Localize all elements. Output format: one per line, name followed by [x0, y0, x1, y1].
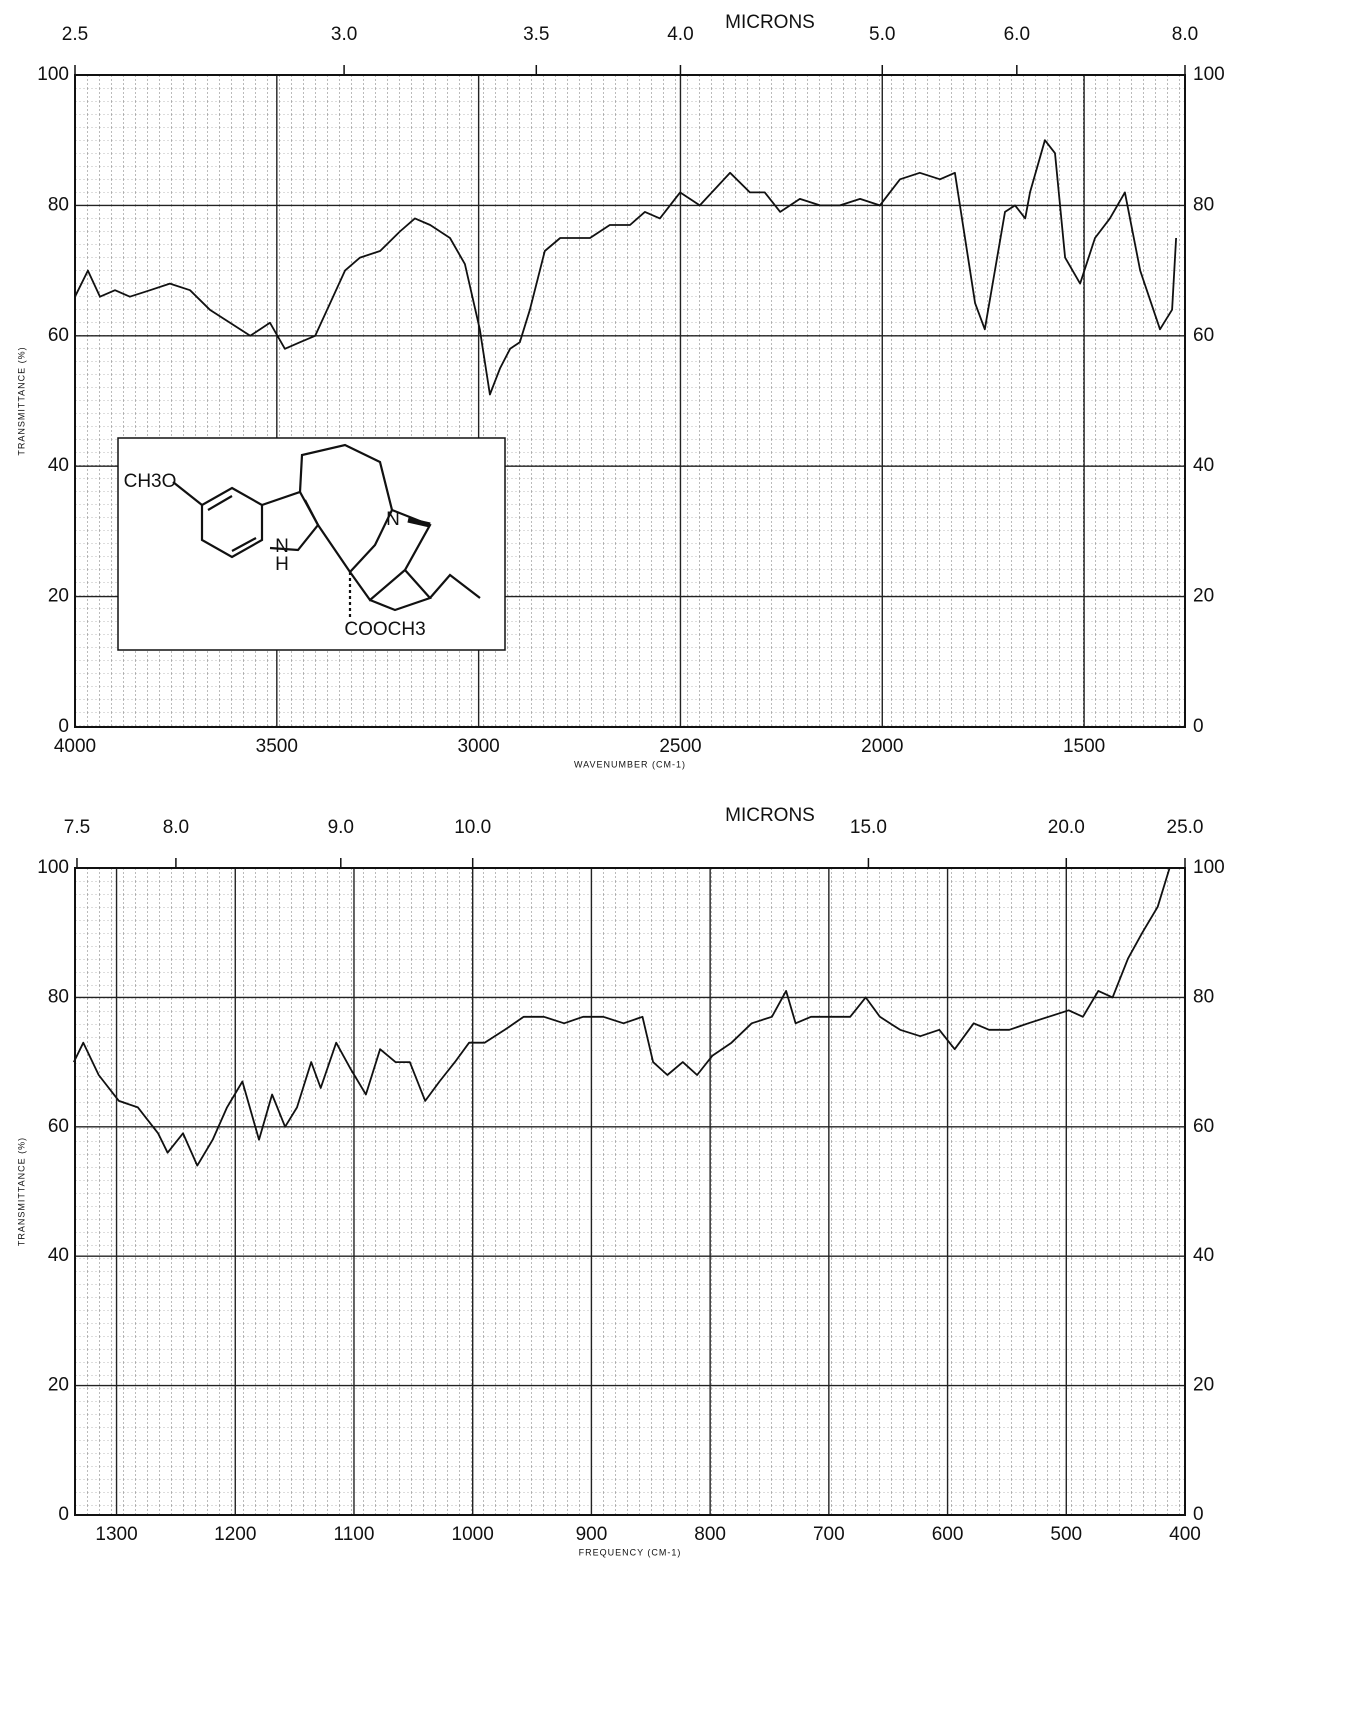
- y-tick-label-right: 40: [1193, 1245, 1214, 1266]
- y-tick-label: 60: [48, 1116, 69, 1137]
- micron-tick-label: 20.0: [1048, 817, 1085, 838]
- y-axis-title: TRANSMITTANCE (%): [16, 1137, 26, 1246]
- micron-tick-label: 8.0: [1172, 24, 1198, 45]
- x-tick-label: 800: [694, 1524, 726, 1545]
- y-tick-label-right: 20: [1193, 1375, 1214, 1396]
- x-axis-title: WAVENUMBER (CM-1): [574, 759, 686, 769]
- micron-tick-label: 9.0: [328, 817, 354, 838]
- micron-tick-label: 3.0: [331, 24, 357, 45]
- x-tick-label: 900: [576, 1524, 608, 1545]
- y-tick-label-right: 80: [1193, 194, 1214, 215]
- x-tick-label: 3500: [256, 736, 298, 757]
- micron-tick-label: 25.0: [1167, 817, 1204, 838]
- x-tick-label: 1500: [1063, 736, 1105, 757]
- x-tick-label: 600: [932, 1524, 964, 1545]
- y-axis-title: TRANSMITTANCE (%): [16, 346, 26, 455]
- structure-label: H: [275, 554, 289, 575]
- x-tick-label: 4000: [54, 736, 96, 757]
- x-tick-label: 2500: [659, 736, 701, 757]
- x-tick-label: 400: [1169, 1524, 1201, 1545]
- y-tick-label-right: 60: [1193, 1116, 1214, 1137]
- y-tick-label: 80: [48, 194, 69, 215]
- x2-axis-title: MICRONS: [725, 12, 815, 33]
- x-tick-label: 1000: [452, 1524, 494, 1545]
- y-tick-label: 100: [37, 64, 69, 85]
- y-tick-label: 60: [48, 325, 69, 346]
- micron-tick-label: 4.0: [667, 24, 693, 45]
- micron-tick-label: 2.5: [62, 24, 88, 45]
- y-tick-label-right: 60: [1193, 325, 1214, 346]
- micron-tick-label: 10.0: [454, 817, 491, 838]
- x2-axis-title: MICRONS: [725, 805, 815, 826]
- y-tick-label: 40: [48, 1245, 69, 1266]
- y-tick-label-right: 100: [1193, 64, 1225, 85]
- y-tick-label: 0: [58, 716, 69, 737]
- x-tick-label: 1200: [214, 1524, 256, 1545]
- y-tick-label-right: 40: [1193, 455, 1214, 476]
- micron-tick-label: 3.5: [523, 24, 549, 45]
- x-axis-title: FREQUENCY (CM-1): [579, 1547, 682, 1557]
- y-tick-label: 40: [48, 455, 69, 476]
- x-tick-label: 3000: [457, 736, 499, 757]
- y-tick-label-right: 80: [1193, 986, 1214, 1007]
- structure-label: N: [275, 536, 289, 557]
- x-tick-label: 500: [1050, 1524, 1082, 1545]
- micron-tick-label: 15.0: [850, 817, 887, 838]
- plot-frame: [74, 867, 1186, 1516]
- plot-frame: [74, 74, 1186, 728]
- inset-box: [117, 437, 506, 651]
- y-tick-label-right: 0: [1193, 1504, 1204, 1525]
- molecule: [172, 443, 481, 618]
- structure-label: CH3O: [124, 471, 177, 492]
- x-tick-label: 1100: [334, 1524, 375, 1545]
- y-tick-label-right: 0: [1193, 716, 1204, 737]
- y-tick-label: 80: [48, 986, 69, 1007]
- micron-tick-label: 7.5: [64, 817, 90, 838]
- structure-label: N: [386, 509, 400, 530]
- spectrum-line: [74, 139, 1177, 396]
- x-tick-label: 2000: [861, 736, 903, 757]
- micron-tick-label: 6.0: [1004, 24, 1030, 45]
- y-tick-label: 0: [58, 1504, 69, 1525]
- micron-tick-label: 8.0: [163, 817, 189, 838]
- structure-label: COOCH3: [344, 619, 425, 640]
- x-tick-label: 1300: [95, 1524, 137, 1545]
- y-tick-label-right: 20: [1193, 586, 1214, 607]
- y-tick-label: 20: [48, 586, 69, 607]
- micron-tick-label: 5.0: [869, 24, 895, 45]
- x-tick-label: 700: [813, 1524, 845, 1545]
- spectrum-line: [72, 867, 1171, 1167]
- minor-grid: [75, 868, 1185, 1515]
- y-tick-label-right: 100: [1193, 857, 1225, 878]
- y-tick-label: 100: [37, 857, 69, 878]
- y-tick-label: 20: [48, 1375, 69, 1396]
